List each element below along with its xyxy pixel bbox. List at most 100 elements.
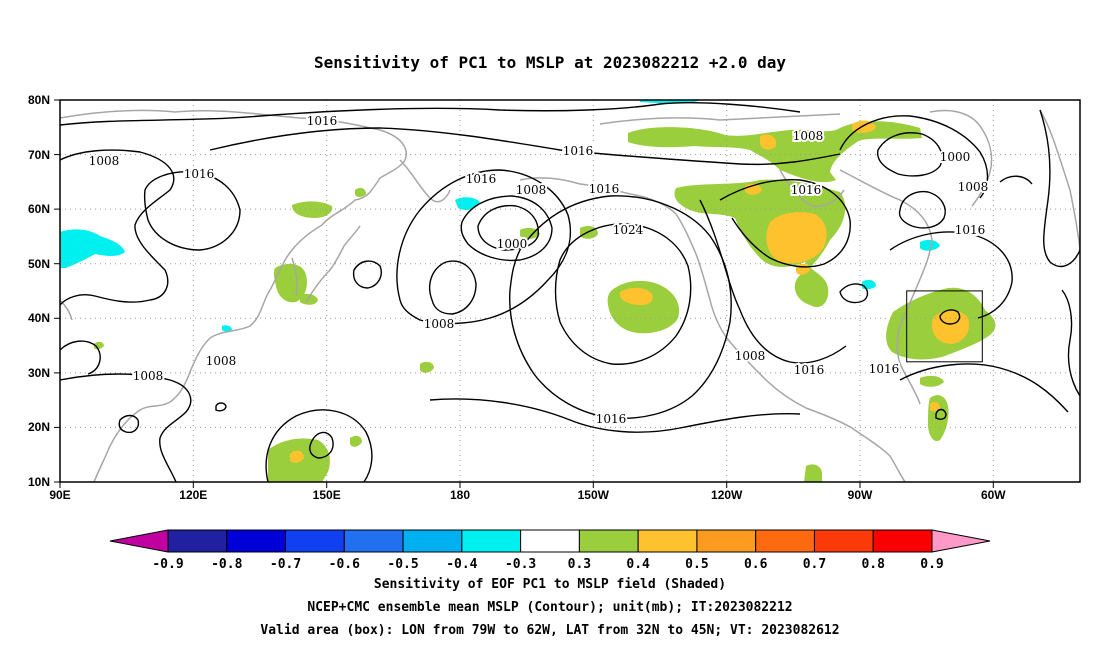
yellow-patch-pacific xyxy=(619,287,653,306)
contour-1008-atlantic-arctic xyxy=(839,115,989,199)
colorbar-arrow-low xyxy=(109,529,169,553)
colorbar-tick-label: 0.7 xyxy=(803,557,826,572)
colorbar-tick-label: -0.3 xyxy=(505,557,536,572)
contour-1000-aleutian xyxy=(477,204,539,251)
contour-1016-west xyxy=(143,171,241,251)
colorbar-tick-label: -0.6 xyxy=(329,557,360,572)
lat-tick-label: 40N xyxy=(28,311,50,325)
caption-line-2: NCEP+CMC ensemble mean MSLP (Contour); u… xyxy=(307,600,792,615)
colorbar-tick-label: -0.9 xyxy=(152,557,183,572)
green-patch-korea xyxy=(292,201,333,218)
lat-tick-label: 80N xyxy=(28,93,50,107)
contour-1016-subtropical xyxy=(429,398,801,433)
valid-area-box xyxy=(906,290,983,363)
lat-tick-label: 10N xyxy=(28,475,50,489)
coast-asia xyxy=(60,109,407,482)
contour-1008-aleutian-outer xyxy=(396,169,572,325)
lon-axis: 90E 120E 150E 180 150W 120W 90W 60W xyxy=(49,482,1006,502)
coast-korea xyxy=(291,257,298,297)
colorbar-swatch xyxy=(578,529,639,553)
lat-tick-label: 30N xyxy=(28,366,50,380)
yellow-patch-northamerica xyxy=(766,212,827,264)
coast-japan xyxy=(305,225,361,303)
contour-label: 1016 xyxy=(955,223,986,237)
colorbar-tick-label: -0.5 xyxy=(387,557,418,572)
contour-label: 1016 xyxy=(589,182,620,196)
contour-1016-high xyxy=(509,195,732,420)
contour-label: 1008 xyxy=(958,180,989,194)
green-patch-japan xyxy=(273,263,307,303)
colorbar-tick-label: 0.8 xyxy=(861,557,885,572)
contour-1016-atlantic xyxy=(889,231,1013,319)
colorbar-arrow-high xyxy=(931,529,991,553)
lon-tick-label: 120E xyxy=(179,488,207,502)
contour-label: 1016 xyxy=(184,167,215,181)
coast-na-east xyxy=(839,169,933,405)
lon-tick-label: 120W xyxy=(711,488,743,502)
contour-label: 1000 xyxy=(497,237,528,251)
contour-1016-far-east xyxy=(1039,109,1080,268)
lat-lon-grid xyxy=(60,100,1080,482)
coast-na-west xyxy=(675,213,906,482)
lat-tick-label: 70N xyxy=(28,148,50,162)
contour-1024-high xyxy=(554,223,692,365)
colorbar-swatch xyxy=(285,529,345,553)
contour-1016-caribbean xyxy=(899,363,1069,413)
contour-label: 1008 xyxy=(133,369,164,383)
contour-label: 1016 xyxy=(869,362,900,376)
colorbar-swatch xyxy=(637,529,698,553)
contour-1016-southwest xyxy=(60,373,192,482)
contour-1000-icelandic xyxy=(877,132,943,177)
contour-label: 1000 xyxy=(940,150,971,164)
green-patch-northamerica xyxy=(674,179,846,308)
contour-label: 1016 xyxy=(791,183,822,197)
contour-1016-pacific-south xyxy=(265,409,373,482)
contour-label: 1008 xyxy=(793,129,824,143)
colorbar-tick-label: 0.6 xyxy=(744,557,768,572)
contour-1008-aleutian-inner xyxy=(460,195,553,262)
caption-line-1: Sensitivity of EOF PC1 to MSLP field (Sh… xyxy=(374,577,726,592)
lon-tick-label: 90W xyxy=(848,488,873,502)
caption-line-3: Valid area (box): LON from 79W to 62W, L… xyxy=(260,623,839,638)
figure-title: Sensitivity of PC1 to MSLP at 2023082212… xyxy=(314,53,786,72)
colorbar-swatch xyxy=(872,529,933,553)
coast-kamchatka xyxy=(399,159,451,203)
contour-labels: 1016 1016 1008 1016 1016 1008 1016 1008 … xyxy=(87,112,991,428)
contour-1008-greenland xyxy=(898,190,946,229)
lat-tick-label: 50N xyxy=(28,257,50,271)
lon-tick-label: 150W xyxy=(578,488,610,502)
colorbar-tick-label: 0.4 xyxy=(626,557,650,572)
contour-label: 1008 xyxy=(516,183,547,197)
colorbar-swatch xyxy=(813,529,874,553)
contour-label: 1008 xyxy=(424,317,455,331)
lat-axis: 80N 70N 60N 50N 40N 30N 20N 10N xyxy=(28,93,60,489)
colorbar-swatch xyxy=(755,529,815,553)
lon-tick-label: 150E xyxy=(313,488,341,502)
lon-tick-label: 180 xyxy=(450,488,470,502)
caption: Sensitivity of EOF PC1 to MSLP field (Sh… xyxy=(260,577,839,638)
colorbar: -0.9 -0.8 -0.7 -0.6 -0.5 -0.4 -0.3 0.3 0.4 0.5 0.6… xyxy=(109,529,991,572)
contour-1016-arctic xyxy=(209,127,841,166)
contour-1016-west-pacific-low xyxy=(309,431,334,459)
contour-label: 1024 xyxy=(613,223,644,237)
colorbar-tick-label: 0.9 xyxy=(920,557,943,572)
contour-low-kamchatka xyxy=(428,260,477,315)
contour-label: 1016 xyxy=(563,144,594,158)
colorbar-tick-label: -0.8 xyxy=(211,557,242,572)
shaded-sensitivity-green xyxy=(94,121,996,482)
lon-tick-label: 90E xyxy=(49,488,70,502)
colorbar-tick-label: -0.4 xyxy=(446,557,477,572)
contour-1016-canada xyxy=(719,178,851,268)
contour-label: 1016 xyxy=(596,412,627,426)
map-plot-area xyxy=(60,100,1080,482)
colorbar-swatch xyxy=(520,529,580,553)
mslp-contours xyxy=(60,102,1080,482)
lat-tick-label: 60N xyxy=(28,202,50,216)
lat-tick-label: 20N xyxy=(28,420,50,434)
colorbar-tick-label: 0.3 xyxy=(568,557,591,572)
coast-hudson xyxy=(779,169,845,208)
plot-frame xyxy=(59,99,1081,483)
contour-label: 1016 xyxy=(794,363,825,377)
contour-1008-trough xyxy=(699,199,847,364)
